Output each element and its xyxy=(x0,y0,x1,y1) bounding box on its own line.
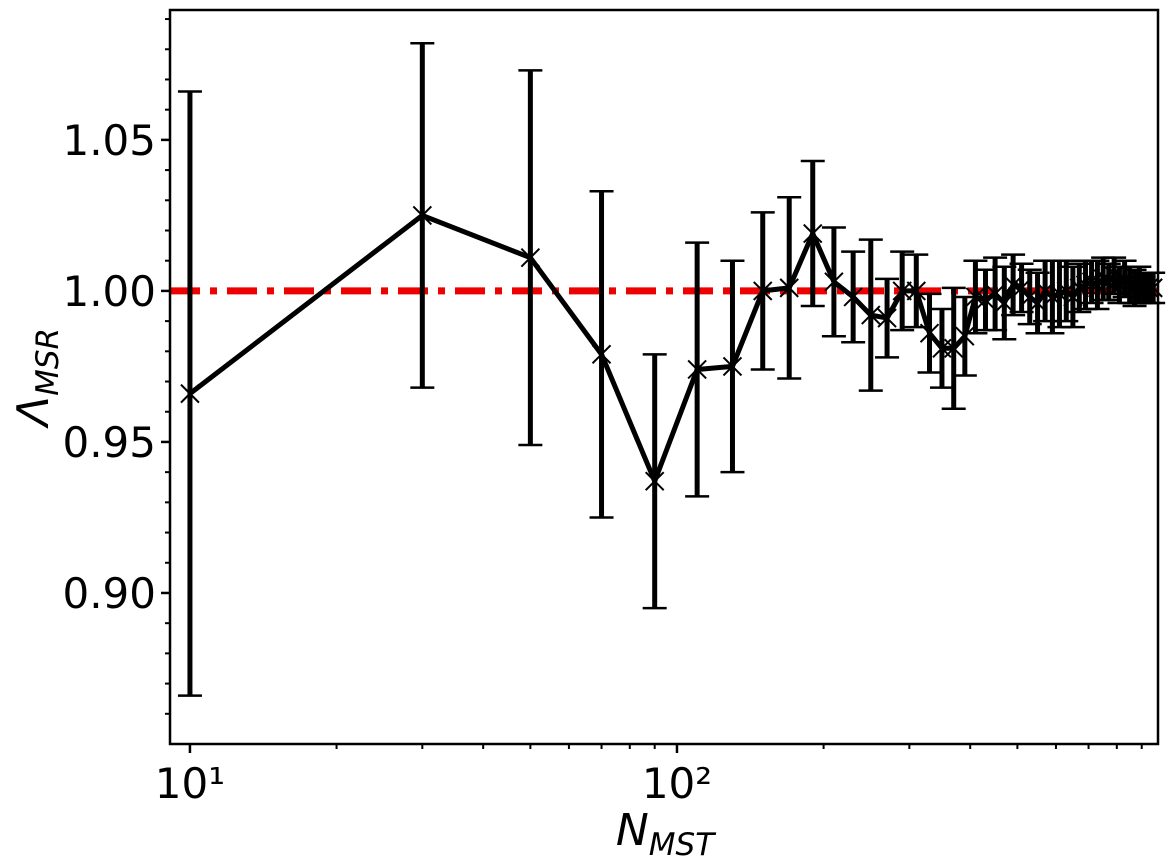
marker xyxy=(180,383,200,404)
y-tick-label: 1.00 xyxy=(62,267,156,316)
marker xyxy=(877,308,897,328)
marker xyxy=(1042,287,1063,307)
y-label-main: Λ xyxy=(8,396,59,429)
marker xyxy=(1049,284,1070,304)
marker xyxy=(994,293,1015,313)
x-tick-label: 10¹ xyxy=(155,759,225,808)
marker xyxy=(1134,278,1154,298)
marker xyxy=(1081,272,1102,292)
marker xyxy=(892,281,912,301)
marker xyxy=(824,272,844,292)
marker xyxy=(861,305,881,325)
y-tick-label: 0.90 xyxy=(62,569,156,618)
marker xyxy=(722,356,743,377)
x-axis-label: NMST xyxy=(616,805,716,859)
x-tick-label: 10² xyxy=(642,759,712,808)
x-label-sub: MST xyxy=(649,827,716,859)
plot-frame xyxy=(168,8,1160,746)
marker xyxy=(412,205,433,226)
marker xyxy=(1027,293,1048,313)
y-label-sub: MSR xyxy=(30,328,66,396)
marker xyxy=(520,247,541,268)
x-label-main: N xyxy=(616,805,649,856)
marker xyxy=(687,359,707,380)
marker xyxy=(591,344,612,365)
marker xyxy=(906,281,926,301)
marker xyxy=(1069,278,1090,298)
marker xyxy=(779,278,799,298)
marker xyxy=(644,471,665,491)
marker xyxy=(1104,266,1124,286)
marker xyxy=(803,223,823,244)
y-tick-label: 0.95 xyxy=(62,418,156,467)
marker xyxy=(919,323,940,343)
marker xyxy=(1020,287,1040,307)
marker xyxy=(955,326,975,346)
marker xyxy=(975,290,996,310)
marker xyxy=(753,281,773,301)
y-tick-label: 1.05 xyxy=(62,116,156,165)
marker xyxy=(1093,269,1113,289)
y-axis-label: ΛMSR xyxy=(8,328,66,429)
marker xyxy=(843,287,863,307)
marker xyxy=(1124,278,1145,298)
marker xyxy=(1138,278,1159,298)
